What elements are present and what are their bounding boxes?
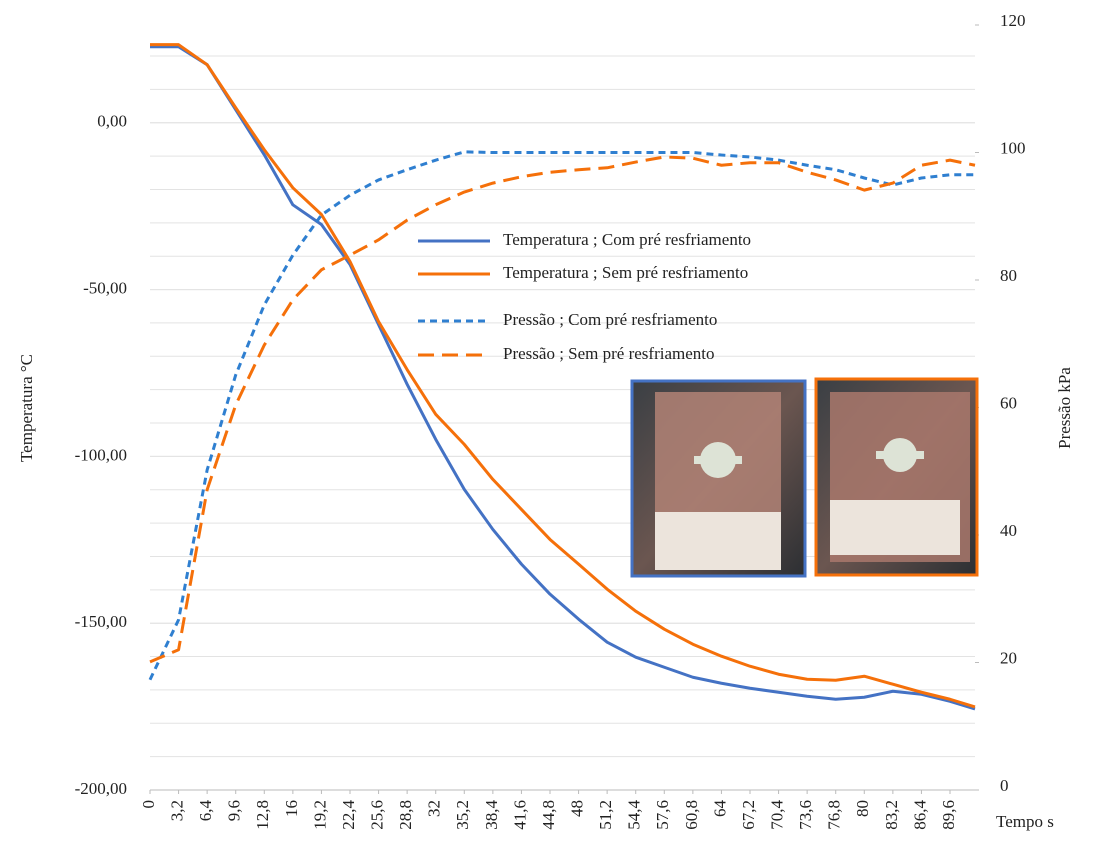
x-tick-label: 35,2: [453, 800, 472, 830]
y2-tick-label: 60: [1000, 393, 1017, 412]
legend-label: Temperatura ; Com pré resfriamento: [503, 230, 751, 249]
y2-tick-label: 120: [1000, 11, 1026, 30]
y2-tick-label: 40: [1000, 521, 1017, 540]
chart: Temperatura °C Pressão kPa Tempo s 0,00 -…: [0, 0, 1099, 843]
x-tick-label: 38,4: [482, 800, 501, 830]
y2-tick-label: 80: [1000, 266, 1017, 285]
x-axis-title: Tempo s: [996, 812, 1054, 831]
x-tick-label: 64: [710, 800, 729, 818]
legend-label: Temperatura ; Sem pré resfriamento: [503, 263, 748, 282]
y-tick-label: -200,00: [75, 779, 127, 798]
legend-label: Pressão ; Com pré resfriamento: [503, 310, 717, 329]
x-tick-label: 54,4: [625, 800, 644, 830]
y2-tick-label: 0: [1000, 776, 1009, 795]
y2-tick-label: 20: [1000, 648, 1017, 667]
plot: [150, 45, 975, 709]
x-tick-label: 6,4: [196, 800, 215, 822]
x-tick-label: 89,6: [939, 800, 958, 830]
y-axis-title: Temperatura °C: [17, 354, 36, 462]
y-tick-label: -50,00: [83, 278, 127, 297]
x-tick-label: 0: [139, 800, 158, 809]
x-tick-label: 76,8: [825, 800, 844, 830]
x-tick-label: 57,6: [653, 800, 672, 830]
x-tick-label: 80: [853, 800, 872, 817]
y-tick-label: 0,00: [97, 112, 127, 131]
x-tick-label: 41,6: [510, 800, 529, 830]
x-tick-label: 19,2: [310, 800, 329, 830]
photo-without-precooling: [816, 379, 977, 575]
x-tick-label: 32: [425, 800, 444, 817]
x-tick-label: 28,8: [396, 800, 415, 830]
x-tick-label: 9,6: [225, 800, 244, 821]
photo-with-precooling: [632, 381, 805, 576]
series-line: [150, 45, 975, 707]
x-tick-label: 70,4: [767, 800, 786, 830]
y-tick-label: -150,00: [75, 612, 127, 631]
legend-label: Pressão ; Sem pré resfriamento: [503, 344, 715, 363]
x-tick-label: 67,2: [739, 800, 758, 830]
y2-tick-label: 100: [1000, 138, 1026, 157]
x-tick-label: 83,2: [882, 800, 901, 830]
x-tick-label: 3,2: [167, 800, 186, 821]
x-tick-label: 22,4: [339, 800, 358, 830]
x-tick-label: 48: [567, 800, 586, 817]
y2-axis-title: Pressão kPa: [1055, 367, 1074, 449]
x-tick-label: 16: [282, 800, 301, 817]
x-tick-label: 73,6: [796, 800, 815, 830]
x-tick-label: 51,2: [596, 800, 615, 830]
x-tick-label: 44,8: [539, 800, 558, 830]
x-tick-label: 25,6: [367, 800, 386, 830]
x-tick-label: 12,8: [253, 800, 272, 830]
x-tick-label: 86,4: [910, 800, 929, 830]
y-tick-label: -100,00: [75, 445, 127, 464]
x-tick-label: 60,8: [682, 800, 701, 830]
